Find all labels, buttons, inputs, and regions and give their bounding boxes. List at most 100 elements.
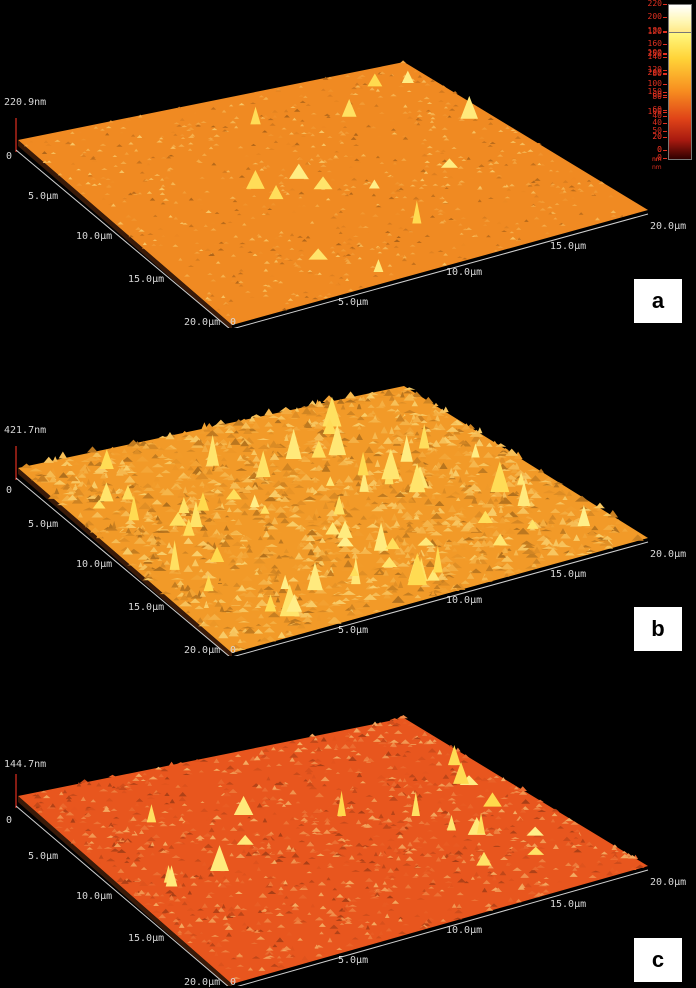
surface-texture xyxy=(334,515,348,523)
surface-texture xyxy=(147,781,153,786)
surface-texture xyxy=(493,498,499,502)
surface-texture xyxy=(473,234,479,237)
surface-texture xyxy=(447,175,454,179)
surface-texture xyxy=(347,436,360,443)
surface-texture xyxy=(267,881,274,886)
surface-texture xyxy=(354,607,366,610)
surface-texture xyxy=(397,833,404,839)
surface-texture xyxy=(450,553,465,558)
surface-texture xyxy=(133,891,139,896)
surface-texture xyxy=(240,640,247,643)
y-axis xyxy=(15,477,230,656)
surface-texture xyxy=(215,517,229,523)
surface-texture xyxy=(375,935,382,939)
surface-texture xyxy=(425,558,438,565)
surface-texture xyxy=(106,185,112,188)
surface-texture xyxy=(120,510,132,517)
surface-texture xyxy=(127,563,139,566)
surface-texture xyxy=(303,446,313,452)
surface-texture xyxy=(96,530,103,538)
surface-texture xyxy=(303,95,308,98)
surface-texture xyxy=(102,807,111,812)
surface-texture xyxy=(290,503,300,507)
surface-texture xyxy=(270,450,280,457)
surface-texture xyxy=(124,860,130,863)
surface-texture xyxy=(143,518,155,522)
surface-texture xyxy=(100,472,107,479)
surface-texture xyxy=(119,459,126,465)
surface-texture xyxy=(256,936,266,940)
surface-texture xyxy=(291,144,297,148)
surface-texture xyxy=(333,481,346,486)
surface-texture xyxy=(120,837,126,841)
surface-texture xyxy=(323,744,332,749)
surface-texture xyxy=(276,554,282,559)
surface-texture xyxy=(573,534,581,541)
surface-texture xyxy=(428,886,435,889)
surface-texture xyxy=(402,923,410,926)
surface-texture xyxy=(497,551,506,558)
surface-texture xyxy=(332,519,342,525)
surface-texture xyxy=(173,200,179,204)
surface-texture xyxy=(178,816,185,821)
surface-texture xyxy=(316,853,325,857)
surface-texture xyxy=(336,914,345,918)
surface-texture xyxy=(139,825,150,830)
surface-texture xyxy=(180,583,186,591)
surface-texture xyxy=(425,504,437,506)
surface-texture xyxy=(486,442,493,447)
surface-texture xyxy=(209,942,216,947)
surface-texture xyxy=(220,457,227,462)
surface-texture xyxy=(240,535,253,540)
surface-texture xyxy=(384,883,394,888)
surface-texture xyxy=(252,195,257,197)
surface-texture xyxy=(346,755,352,759)
surface-texture xyxy=(487,871,493,874)
surface-texture xyxy=(551,812,558,817)
surface-texture xyxy=(176,433,183,441)
surface-texture xyxy=(485,907,494,911)
surface-peak xyxy=(121,484,134,500)
surface-texture xyxy=(402,390,413,394)
surface-texture xyxy=(256,920,262,925)
surface-texture xyxy=(101,197,106,200)
surface-texture xyxy=(189,496,198,501)
surface-peak xyxy=(453,761,469,784)
surface-texture xyxy=(288,555,295,559)
surface-texture xyxy=(238,103,245,106)
surface-texture xyxy=(270,247,276,251)
surface-texture xyxy=(476,170,483,173)
surface-texture xyxy=(158,137,164,140)
surface-texture xyxy=(66,486,75,492)
surface-texture xyxy=(202,529,209,538)
surface-texture xyxy=(391,765,398,771)
surface-texture xyxy=(210,106,217,110)
surface-texture xyxy=(398,527,406,530)
surface-texture xyxy=(288,514,302,518)
surface-texture xyxy=(330,551,343,555)
surface-texture xyxy=(203,490,217,494)
surface-texture xyxy=(290,946,295,951)
surface-texture xyxy=(252,767,263,771)
surface-texture xyxy=(395,465,401,469)
surface-texture xyxy=(510,140,517,143)
surface-texture xyxy=(463,487,476,494)
surface-texture xyxy=(528,868,538,874)
surface-texture xyxy=(333,154,338,158)
surface-texture xyxy=(223,424,236,429)
surface-texture xyxy=(381,863,386,869)
surface-texture xyxy=(399,826,407,831)
surface-texture xyxy=(151,499,163,505)
surface-texture xyxy=(237,822,243,826)
surface-texture xyxy=(430,510,438,515)
surface-texture xyxy=(320,737,327,742)
surface-texture xyxy=(217,497,222,504)
surface-texture xyxy=(327,937,333,943)
surface-texture xyxy=(405,431,416,435)
surface-texture xyxy=(372,738,382,742)
surface-texture xyxy=(331,759,336,764)
surface-texture xyxy=(531,562,537,568)
surface-texture xyxy=(131,443,141,449)
surface-texture xyxy=(423,821,431,826)
surface-texture xyxy=(344,399,357,403)
